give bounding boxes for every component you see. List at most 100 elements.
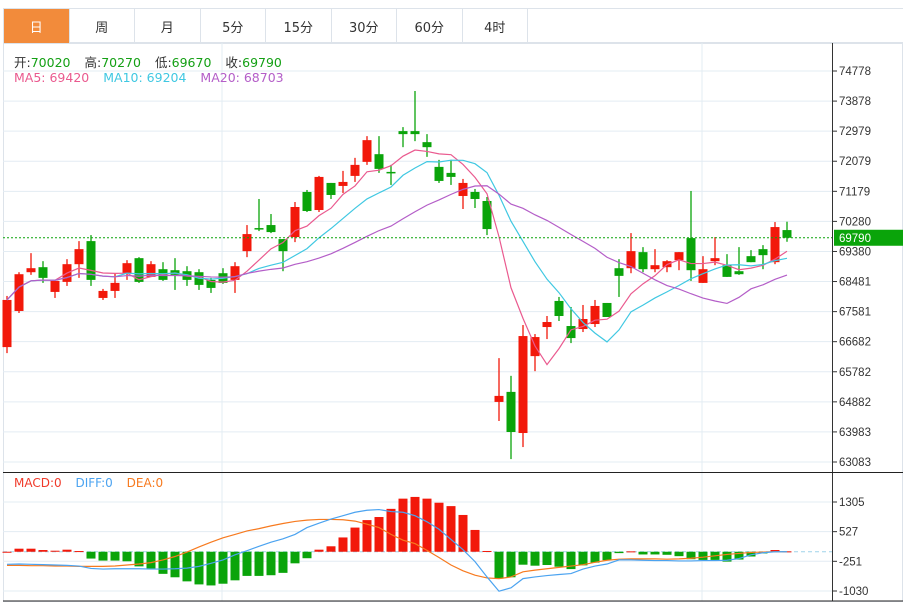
candle <box>506 375 516 460</box>
macd-value: MACD:0 <box>14 476 62 490</box>
candle <box>542 315 552 340</box>
price-tick-label: 69380 <box>839 246 871 258</box>
candle <box>590 299 600 328</box>
candle-body <box>446 172 456 177</box>
macd-bar <box>482 550 492 552</box>
diff-value: DIFF:0 <box>75 476 113 490</box>
candle-body <box>122 263 132 274</box>
ma10-value: MA10: 69204 <box>103 70 187 85</box>
tab-30min[interactable]: 30分 <box>332 9 397 43</box>
candle-body <box>290 207 300 238</box>
candle <box>698 256 708 283</box>
tab-week[interactable]: 周 <box>70 9 135 43</box>
price-tick-label: 63983 <box>839 427 871 439</box>
macd-bar <box>650 551 660 555</box>
candle <box>602 302 612 318</box>
price-tick-label: 64882 <box>839 397 871 409</box>
candle <box>134 257 144 283</box>
macd-bar <box>158 551 168 574</box>
macd-bar <box>242 551 252 576</box>
candle <box>290 201 300 243</box>
candle-body <box>698 269 708 283</box>
candle <box>746 250 756 263</box>
current-price-label: 69790 <box>839 233 871 245</box>
candle-body <box>242 234 252 252</box>
candle-body <box>206 279 216 288</box>
macd-bar <box>326 546 336 552</box>
candle-body <box>134 258 144 282</box>
candle <box>434 159 444 183</box>
candle-body <box>650 265 660 270</box>
candle-body <box>758 249 768 256</box>
candle <box>410 90 420 142</box>
candle-body <box>470 191 480 199</box>
candle-body <box>254 228 264 230</box>
candle <box>350 157 360 182</box>
candle <box>374 136 384 173</box>
macd-bar <box>230 551 240 581</box>
macd-bar <box>74 551 84 553</box>
candle-body <box>14 274 24 311</box>
candle-body <box>98 290 108 298</box>
candle-body <box>110 282 120 291</box>
candle-body <box>362 140 372 162</box>
macd-bar <box>566 551 576 570</box>
macd-bar <box>254 551 264 576</box>
candle <box>362 136 372 165</box>
candle <box>770 222 780 265</box>
price-tick-label: 65782 <box>839 367 871 379</box>
macd-bar <box>338 537 348 552</box>
macd-bar <box>506 551 516 578</box>
ohlc-info: 开:70020 高:70270 低:69670 收:69790 <box>14 52 292 71</box>
candle <box>86 235 96 286</box>
macd-info: MACD:0 DIFF:0 DEA:0 <box>14 476 173 490</box>
macd-bar <box>362 520 372 552</box>
candle <box>158 262 168 281</box>
candle-body <box>146 264 156 277</box>
macd-bar <box>494 551 504 579</box>
tab-day[interactable]: 日 <box>4 9 70 43</box>
tab-5min[interactable]: 5分 <box>201 9 266 43</box>
ma5-line <box>6 149 788 366</box>
macd-bar <box>122 551 132 562</box>
macd-bar <box>194 551 204 585</box>
candle <box>206 277 216 293</box>
ma5-value: MA5: 69420 <box>14 70 90 85</box>
candle-body <box>722 265 732 277</box>
tab-60min[interactable]: 60分 <box>397 9 463 43</box>
candle-body <box>74 249 84 265</box>
price-tick-label: 66682 <box>839 337 871 349</box>
macd-bar <box>386 508 396 552</box>
price-tick-label: 70280 <box>839 216 871 228</box>
candle <box>194 269 204 290</box>
candle <box>554 296 564 322</box>
candle-body <box>26 268 36 273</box>
tab-15min[interactable]: 15分 <box>266 9 332 43</box>
candle-body <box>266 225 276 233</box>
candle-body <box>554 300 564 316</box>
candle-body <box>278 239 288 252</box>
price-tick-label: 67581 <box>839 307 871 319</box>
macd-bar <box>410 496 420 552</box>
macd-tick-label: -251 <box>839 556 862 568</box>
candle-body <box>86 241 96 280</box>
candle-body <box>710 258 720 262</box>
ma10-line <box>6 159 788 343</box>
candle <box>458 178 468 210</box>
macd-bar <box>374 517 384 552</box>
macd-bar <box>290 551 300 564</box>
macd-bar <box>434 502 444 552</box>
macd-tick-label: 1305 <box>839 497 865 509</box>
tab-4hour[interactable]: 4时 <box>463 9 528 43</box>
candle-body <box>2 299 12 348</box>
macd-bar <box>38 550 48 552</box>
current-price-badge <box>834 229 903 246</box>
tab-month[interactable]: 月 <box>135 9 201 43</box>
candle <box>302 189 312 213</box>
candle-body <box>50 280 60 292</box>
price-tick-label: 72979 <box>839 126 871 138</box>
candle-body <box>398 131 408 135</box>
macd-bar <box>734 551 744 560</box>
macd-bar <box>218 551 228 584</box>
